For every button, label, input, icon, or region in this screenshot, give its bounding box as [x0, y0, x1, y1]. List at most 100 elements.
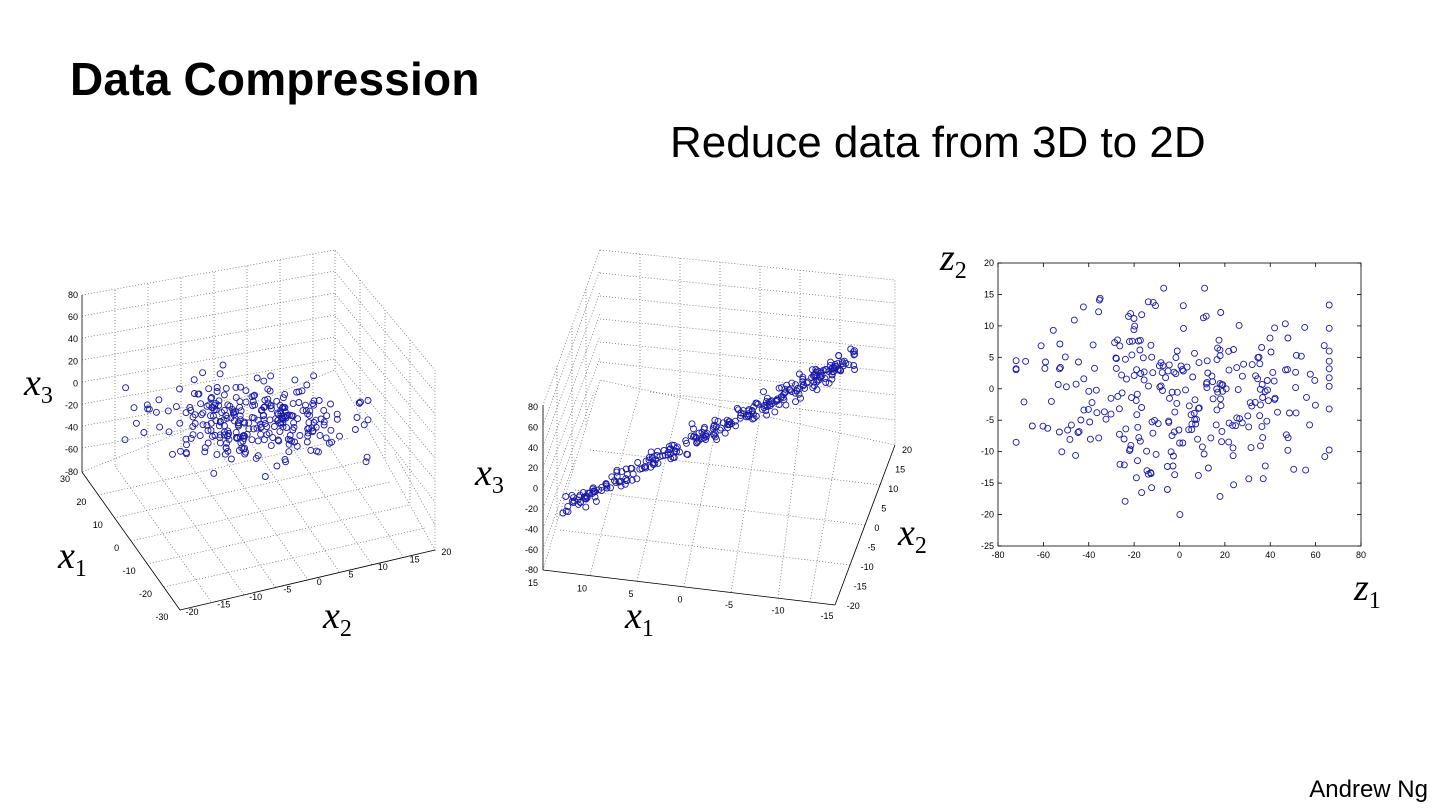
plot1-point: [260, 404, 268, 412]
plot2-point: [721, 429, 729, 437]
plot2-point: [760, 404, 768, 412]
plot3-point: [1135, 337, 1142, 345]
plot1-point: [155, 396, 163, 404]
plot1-point: [205, 385, 213, 393]
plot3-point: [1176, 439, 1184, 447]
plot3-point: [1321, 453, 1329, 461]
plot3-point: [1137, 370, 1145, 377]
plot2-point: [813, 372, 821, 380]
plot1-point: [270, 423, 278, 430]
plot3-point: [1209, 378, 1217, 386]
plot3-point: [1325, 374, 1333, 382]
plot1-point: [194, 390, 202, 398]
plot3-point: [1171, 471, 1179, 479]
plot2-point: [795, 370, 803, 378]
plot3-point: [1125, 312, 1132, 320]
plot3-point: [1165, 361, 1173, 369]
plot3-point: [1120, 461, 1128, 469]
plot3-point: [1261, 462, 1269, 470]
plot3-point: [1138, 311, 1146, 319]
plot3-point: [1084, 405, 1092, 413]
plot3-point: [1258, 344, 1266, 351]
plot2-point: [758, 405, 766, 413]
plot1-x3-tick: 40: [68, 334, 78, 344]
plot2-x3-tick: 60: [528, 422, 538, 432]
plot1-x1-tick: 20: [76, 497, 86, 507]
plot3-point: [1195, 404, 1203, 412]
plot3-point: [1240, 360, 1248, 368]
plot1-point: [224, 432, 232, 440]
plot3-point: [1131, 322, 1139, 330]
plot3-z2-tick: 0: [989, 384, 994, 394]
plot3-point: [1290, 465, 1298, 473]
plot3-point: [1173, 399, 1181, 407]
plot1-point: [259, 412, 267, 420]
plot2-point: [693, 439, 701, 447]
plot3-point: [1207, 434, 1215, 442]
plot3-point: [1115, 405, 1123, 413]
plot2-x2-label: x2: [897, 512, 927, 559]
plot1-point: [203, 421, 211, 429]
plot2-point: [659, 452, 667, 460]
plot2-point: [645, 456, 653, 464]
plot3-point: [1157, 382, 1165, 390]
plot1-x3-tick: -60: [65, 445, 78, 455]
plot1-point: [281, 390, 289, 398]
plot3-point: [1251, 398, 1259, 406]
plot3-point: [1325, 446, 1333, 454]
plot3-point: [1214, 344, 1222, 352]
plot2-point: [607, 484, 614, 492]
plot1-point: [261, 420, 269, 428]
plot3-point: [1149, 429, 1157, 437]
plot2-x2-tick: 5: [881, 504, 886, 514]
plot2-point: [775, 401, 783, 409]
plot3-point: [1230, 346, 1237, 353]
plot2-point: [652, 456, 660, 464]
plot2-point: [570, 494, 577, 502]
plot1-point: [362, 458, 370, 466]
plot2-point: [847, 345, 855, 353]
plot3-point: [1111, 339, 1119, 347]
plot3-point: [1148, 353, 1156, 361]
plot1-point: [227, 455, 235, 463]
plot2-point: [656, 453, 664, 460]
plot3-point: [1306, 421, 1314, 429]
plot2-point: [710, 430, 718, 438]
plot3-point: [1200, 450, 1208, 458]
plot1-point: [261, 396, 269, 404]
plot1-point: [203, 402, 211, 410]
plot3-point: [1244, 412, 1252, 420]
plot3-point: [1188, 426, 1196, 433]
plot3-point: [1264, 397, 1272, 405]
plot3-point: [1096, 294, 1104, 302]
plot3-z2-tick: -15: [981, 478, 994, 488]
plot3-point: [1176, 511, 1184, 519]
plot3-point: [1100, 408, 1108, 416]
plot3-point: [1128, 351, 1136, 359]
plot1-point: [312, 416, 320, 424]
plot1-point: [183, 441, 190, 449]
plot3-point: [1067, 421, 1075, 429]
plot1-point: [226, 402, 234, 410]
plot3-point: [1055, 428, 1063, 436]
plot3-point: [1145, 382, 1152, 390]
plot1-point: [307, 446, 315, 454]
plot3-point: [1269, 368, 1277, 376]
plot3-point: [1049, 326, 1057, 334]
plot2-point: [839, 360, 846, 368]
plot1-point: [336, 432, 343, 440]
plot1-point: [222, 444, 230, 452]
plot3-point: [1235, 321, 1243, 329]
plot3-point: [1209, 395, 1217, 403]
plot3-point: [1208, 372, 1216, 380]
plot3-point: [1320, 342, 1328, 350]
plot2-x3-tick: -20: [525, 504, 538, 514]
plot1-point: [250, 425, 258, 433]
slide-subtitle: Reduce data from 3D to 2D: [670, 118, 1206, 167]
plot3-point: [1114, 392, 1122, 400]
plot2-point: [640, 463, 648, 471]
plot3-point: [1112, 354, 1120, 362]
plot1-point: [276, 401, 284, 409]
plot1-x1-tick: 0: [114, 543, 119, 553]
plot3-point: [1168, 432, 1176, 440]
